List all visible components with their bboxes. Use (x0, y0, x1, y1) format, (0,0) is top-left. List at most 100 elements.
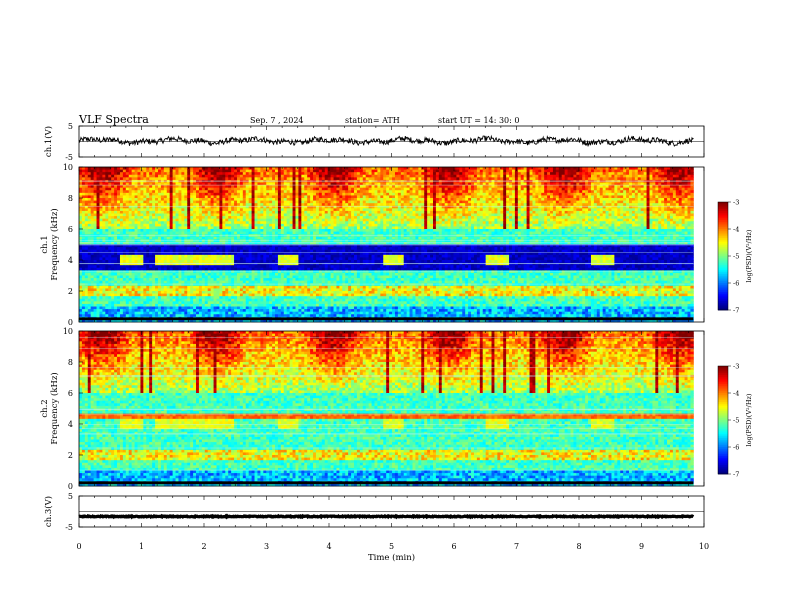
spectrogram-cell (272, 241, 276, 245)
spectrogram-cell (119, 247, 124, 251)
spectrogram-cell (275, 198, 279, 201)
spectrogram-cell (275, 213, 279, 217)
spectrogram-cell (301, 303, 305, 307)
spectrogram-cell (190, 247, 194, 251)
spectrogram-cell (128, 167, 133, 170)
spectrogram-cell (143, 244, 147, 248)
spectrogram-cell (269, 174, 273, 178)
spectrogram-cell (181, 231, 185, 235)
spectrogram-cell (310, 203, 314, 207)
spectrogram-cell (193, 167, 197, 170)
spectrogram-cell (146, 265, 150, 269)
spectrogram-cell (313, 254, 317, 258)
spectrogram-cell (125, 198, 130, 201)
spectrogram-cell (105, 185, 109, 189)
spectrogram-cell (207, 293, 212, 297)
spectrogram-cell (275, 229, 279, 232)
spectrogram-cell (84, 177, 89, 181)
spectrogram-cell (283, 241, 288, 245)
spectrogram-cell (289, 172, 293, 176)
spectrogram-cell (266, 208, 270, 212)
spectrogram-cell (157, 221, 162, 225)
spectrogram-cell (181, 278, 185, 282)
spectrogram-cell (213, 236, 217, 240)
spectrogram-cell (190, 254, 194, 258)
spectrogram-cell (175, 198, 179, 201)
spectrogram-cell (175, 190, 179, 194)
spectrogram-cell (236, 298, 241, 302)
spectrogram-cell (184, 296, 188, 300)
spectrogram-cell (190, 195, 194, 199)
spectrogram-cell (219, 291, 223, 294)
spectrogram-cell (87, 244, 92, 248)
spectrogram-cell (102, 275, 106, 279)
spectrogram-cell (187, 296, 191, 300)
spectrogram-cell (119, 210, 124, 214)
spectrogram-cell (254, 291, 258, 294)
spectrogram-cell (277, 185, 282, 189)
spectrogram-cell (157, 260, 162, 263)
spectrogram-cell (222, 190, 226, 194)
spectrogram-cell (222, 231, 226, 235)
spectrogram-cell (301, 205, 305, 209)
spectrogram-cell (245, 252, 250, 256)
spectrogram-cell (131, 167, 135, 170)
spectrogram-cell (289, 301, 293, 305)
spectrogram-cell (114, 185, 118, 189)
spectrogram-cell (181, 298, 185, 302)
spectrogram-cell (207, 167, 212, 170)
spectrogram-cell (190, 314, 194, 318)
spectrogram-cell (108, 169, 112, 173)
spectrogram-cell (79, 298, 83, 302)
spectrogram-cell (236, 223, 241, 227)
spectrogram-cell (160, 210, 165, 214)
spectrogram-cell (140, 303, 144, 307)
spectrogram-cell (166, 221, 171, 225)
spectrogram-cell (152, 267, 156, 271)
spectrogram-cell (96, 210, 100, 214)
spectrogram-cell (125, 303, 130, 307)
spectrogram-cell (222, 288, 226, 292)
spectrogram-cell (131, 195, 135, 199)
spectrogram-cell (272, 319, 276, 323)
spectrogram-cell (266, 280, 270, 284)
spectrogram-cell (248, 210, 253, 214)
spectrogram-cell (257, 205, 261, 209)
spectrogram-cell (263, 226, 267, 230)
spectrogram-cell (143, 247, 147, 251)
spectrogram-cell (301, 262, 305, 266)
spectrogram-cell (122, 314, 127, 318)
spectrogram-cell (79, 169, 83, 173)
spectrogram-cell (242, 306, 247, 310)
spectrogram-cell (219, 195, 223, 199)
spectrogram-cell (128, 203, 133, 207)
spectrogram-cell (231, 254, 235, 258)
spectrogram-cell (96, 257, 100, 261)
spectrogram-cell (204, 249, 209, 253)
spectrogram-cell (99, 265, 103, 269)
spectrogram-cell (225, 309, 229, 313)
spectrogram-cell (198, 303, 203, 307)
spectrogram-cell (146, 267, 150, 271)
spectrogram-cell (277, 285, 282, 289)
spectrogram-cell (163, 244, 168, 248)
spectrogram-cell (143, 283, 147, 287)
spectrogram-cell (277, 198, 282, 201)
spectrogram-cell (280, 291, 285, 294)
spectrogram-cell (225, 236, 229, 240)
spectrogram-cell (234, 265, 238, 269)
spectrogram-cell (234, 272, 238, 276)
spectrogram-cell (298, 174, 302, 178)
spectrogram-cell (175, 247, 179, 251)
spectrogram-cell (79, 205, 83, 209)
spectrogram-cell (122, 280, 127, 284)
spectrogram-cell (99, 303, 103, 307)
spectrogram-cell (310, 210, 314, 214)
spectrogram-cell (248, 293, 253, 297)
spectrogram-cell (122, 278, 127, 282)
spectrogram-cell (242, 265, 247, 269)
spectrogram-cell (210, 174, 214, 178)
spectrogram-cell (254, 167, 258, 170)
spectrogram-cell (280, 229, 285, 232)
spectrogram-cell (307, 314, 311, 318)
